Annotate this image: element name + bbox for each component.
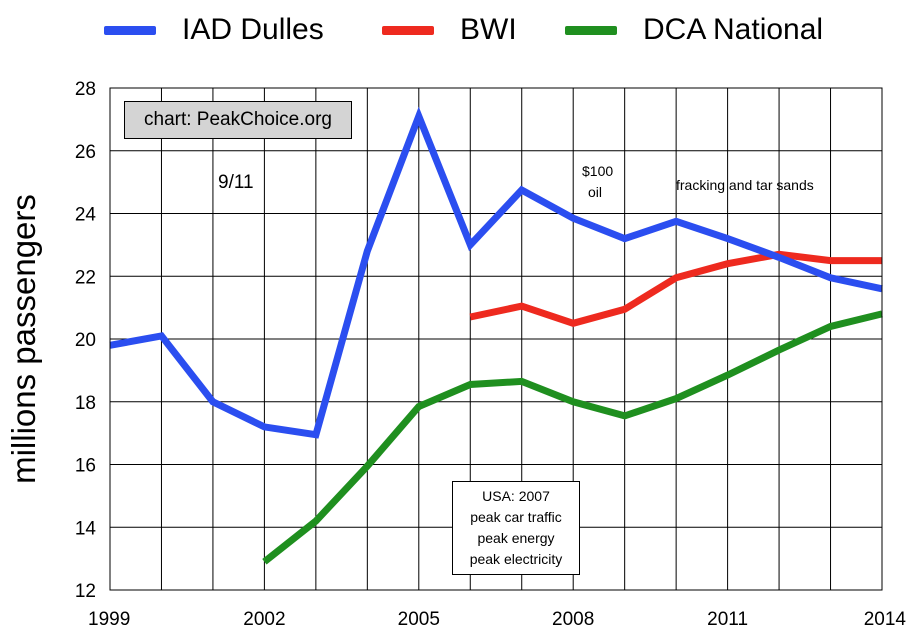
annotation-oil-price-line2: oil bbox=[588, 184, 603, 200]
legend-label-dca: DCA National bbox=[643, 13, 824, 46]
legend-item-iad: IAD Dulles bbox=[104, 8, 324, 52]
legend-label-bwi: BWI bbox=[460, 13, 517, 46]
y-tick-label: 24 bbox=[75, 205, 97, 226]
peak-box-line-2: peak car traffic bbox=[470, 509, 562, 525]
y-tick-label: 28 bbox=[75, 79, 96, 100]
legend-swatch-iad bbox=[104, 25, 156, 35]
annotation-9-11: 9/11 bbox=[218, 172, 254, 193]
x-tick-label: 2002 bbox=[243, 609, 285, 630]
chart-credit-box: chart: PeakChoice.org bbox=[124, 101, 352, 139]
series-line-iad-dulles bbox=[109, 106, 883, 439]
series-line-dca-national bbox=[262, 310, 883, 565]
y-tick-label: 18 bbox=[75, 393, 96, 414]
annotation-peak-box: USA: 2007 peak car traffic peak energy p… bbox=[452, 481, 580, 575]
peak-box-line-4: peak electricity bbox=[469, 551, 563, 567]
legend-item-bwi: BWI bbox=[382, 8, 517, 52]
y-tick-label: 22 bbox=[75, 267, 96, 288]
x-tick-label: 2014 bbox=[864, 609, 907, 630]
y-tick-label: 26 bbox=[75, 142, 96, 163]
x-tick-label: 2008 bbox=[552, 609, 594, 630]
annotation-oil-price-line1: $100 bbox=[582, 163, 614, 179]
legend-swatch-bwi bbox=[382, 25, 434, 35]
y-tick-label: 16 bbox=[75, 456, 96, 477]
tick-labels: 12 14 16 18 20 22 24 26 28 1999 2002 2005 2008 2011 20… bbox=[75, 79, 907, 630]
legend-item-dca: DCA National bbox=[565, 8, 823, 52]
legend-label-iad: IAD Dulles bbox=[182, 13, 324, 46]
x-tick-label: 1999 bbox=[88, 609, 130, 630]
series-line-bwi bbox=[469, 250, 882, 327]
annotation-fracking: fracking and tar sands bbox=[676, 177, 814, 193]
peak-box-line-3: peak energy bbox=[477, 530, 555, 546]
peak-box-line-1: USA: 2007 bbox=[482, 488, 550, 504]
x-tick-label: 2011 bbox=[707, 609, 748, 630]
y-tick-label: 12 bbox=[75, 581, 96, 602]
x-tick-label: 2005 bbox=[398, 609, 440, 630]
series-lines bbox=[109, 106, 883, 565]
legend: IAD Dulles BWI DCA National bbox=[0, 8, 907, 52]
y-tick-label: 14 bbox=[75, 518, 97, 539]
plot-frame bbox=[109, 87, 883, 591]
legend-swatch-dca bbox=[565, 25, 617, 35]
y-axis-label: millions passengers bbox=[5, 194, 42, 484]
y-tick-label: 20 bbox=[75, 330, 96, 351]
